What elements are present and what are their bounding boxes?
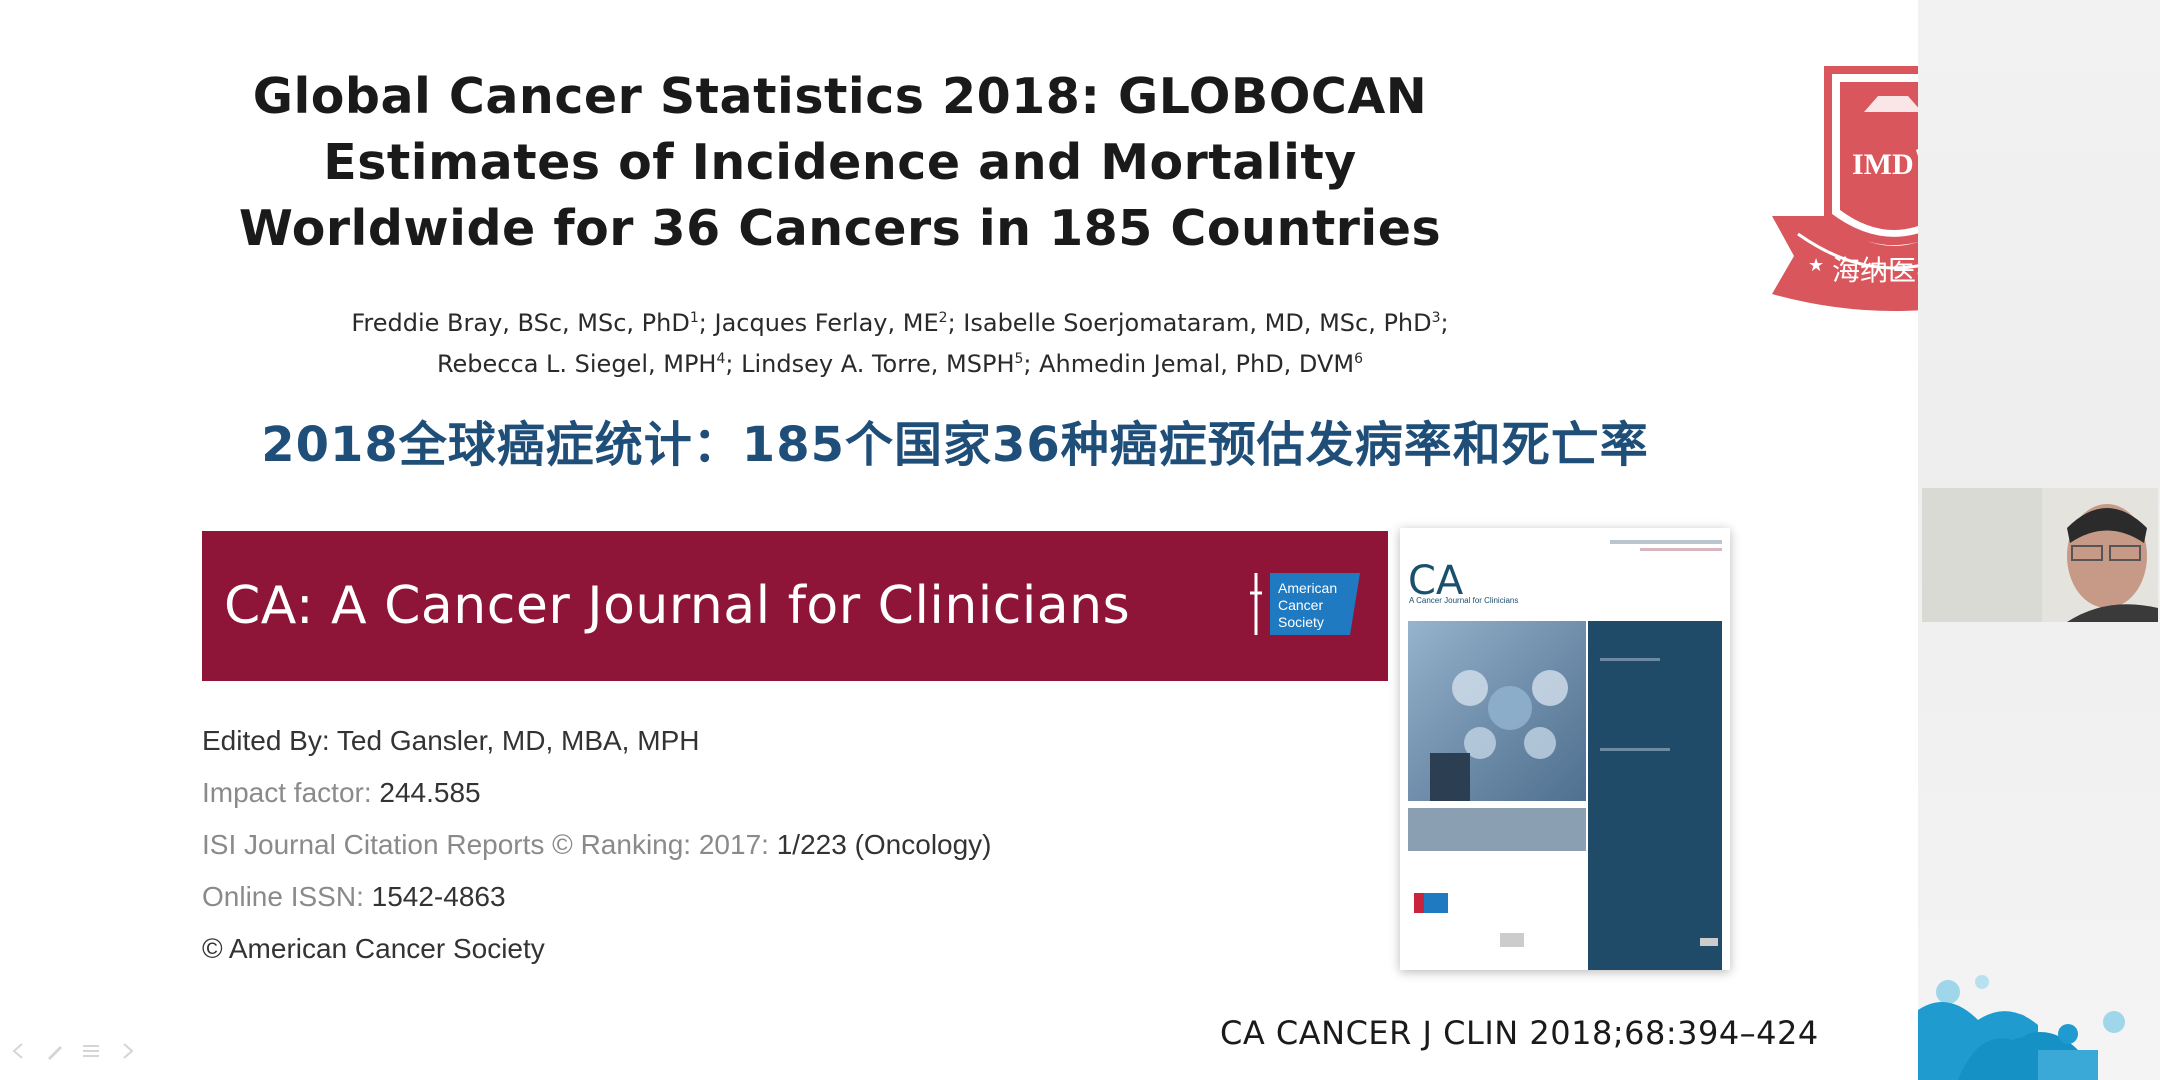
acs-logo-word: Society: [1278, 614, 1324, 630]
author-list: Freddie Bray, BSc, MSc, PhD1; Jacques Fe…: [351, 309, 1449, 378]
pen-icon[interactable]: [44, 1040, 66, 1062]
cover-subtitle: A Cancer Journal for Clinicians: [1409, 596, 1519, 605]
side-decoration: [1918, 975, 2125, 1080]
author-name: Lindsey A. Torre, MSPH: [741, 350, 1015, 378]
webcam-speaker-icon: [1922, 488, 2158, 622]
journal-cover-image: CA A Cancer Journal for Clinicians: [1400, 528, 1730, 970]
player-controls[interactable]: [8, 1040, 138, 1070]
impact-factor-value: 244.585: [379, 777, 481, 808]
acs-logo-word: Cancer: [1278, 597, 1323, 613]
author-affiliation: 1: [689, 310, 699, 326]
imd-logo-text: IMD: [1852, 148, 1914, 181]
author-name: Isabelle Soerjomataram, MD, MSc, PhD: [963, 309, 1432, 337]
journal-info: Edited By: Ted Gansler, MD, MBA, MPH Imp…: [202, 715, 1102, 975]
author-affiliation: 2: [938, 310, 948, 326]
cover-ca-title: CA: [1408, 558, 1464, 604]
forward-arrow-icon[interactable]: [116, 1040, 138, 1062]
author-name: Jacques Ferlay, ME: [714, 309, 939, 337]
cover-artwork: [1408, 540, 1722, 970]
impact-factor-line: Impact factor: 244.585: [202, 767, 1102, 819]
menu-icon[interactable]: [80, 1040, 102, 1062]
edited-by-line: Edited By: Ted Gansler, MD, MBA, MPH: [202, 715, 1102, 767]
author-affiliation: 3: [1431, 310, 1441, 326]
journal-banner-title: CA: A Cancer Journal for Clinicians: [224, 576, 1131, 636]
back-arrow-icon[interactable]: [8, 1040, 30, 1062]
copyright-line: © American Cancer Society: [202, 933, 545, 964]
author-affiliation: 4: [716, 351, 726, 367]
acs-logo-word: American: [1278, 580, 1337, 596]
edited-by-label: Edited By:: [202, 725, 330, 756]
author-affiliation: 5: [1014, 351, 1024, 367]
author-name: Ahmedin Jemal, PhD, DVM: [1039, 350, 1355, 378]
slide: Global Cancer Statistics 2018: GLOBOCAN …: [8, 68, 1819, 1070]
chinese-title: 2018全球癌症统计：185个国家36种癌症预估发病率和死亡率: [261, 417, 1649, 473]
paper-title: Global Cancer Statistics 2018: GLOBOCAN …: [238, 68, 1442, 257]
ranking-label: ISI Journal Citation Reports © Ranking: …: [202, 829, 769, 860]
acs-sword-logo-icon: American Cancer Society: [1246, 569, 1364, 641]
author-name: Rebecca L. Siegel, MPH: [436, 350, 717, 378]
author-affiliation: 6: [1354, 351, 1364, 367]
impact-factor-label: Impact factor:: [202, 777, 372, 808]
ranking-line: ISI Journal Citation Reports © Ranking: …: [202, 819, 1102, 871]
svg-text:★: ★: [1808, 255, 1824, 276]
author-name: Freddie Bray, BSc, MSc, PhD: [351, 309, 690, 337]
issn-label: Online ISSN:: [202, 881, 364, 912]
issn-line: Online ISSN: 1542-4863: [202, 871, 1102, 923]
edited-by-value: Ted Gansler, MD, MBA, MPH: [336, 725, 700, 756]
journal-citation: CA CANCER J CLIN 2018;68:394–424: [1220, 1014, 1819, 1052]
issn-value: 1542-4863: [371, 881, 506, 912]
journal-banner: CA: A Cancer Journal for Clinicians Amer…: [202, 531, 1388, 681]
ranking-value: 1/223 (Oncology): [776, 829, 992, 860]
